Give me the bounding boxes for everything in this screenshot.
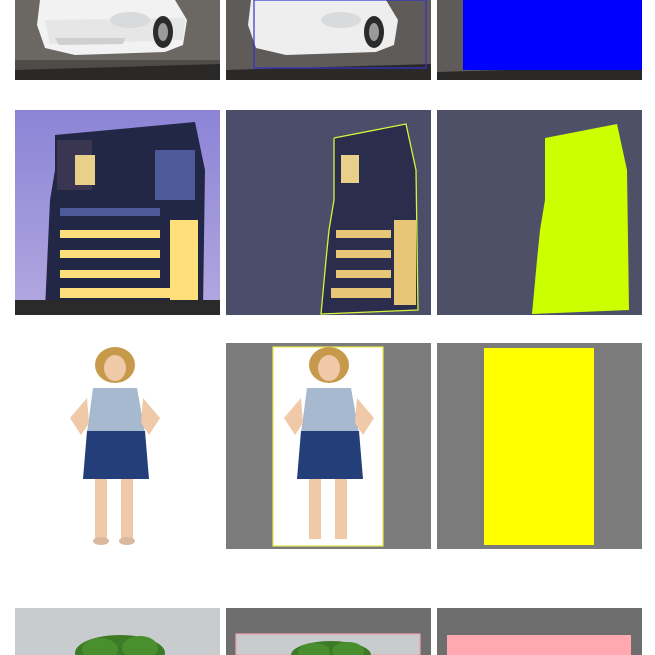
car-outlined-image	[226, 0, 431, 80]
building-original-image	[15, 110, 220, 315]
woman-outlined-image	[226, 343, 431, 549]
tree-mask-image	[437, 608, 642, 655]
tree-original-image	[15, 608, 220, 655]
woman-mask-image	[437, 343, 642, 549]
building-outlined-image	[226, 110, 431, 315]
car-mask-image	[437, 0, 642, 80]
woman-original-image	[15, 343, 220, 549]
tree-outlined-image	[226, 608, 431, 655]
car-original-image	[15, 0, 220, 80]
building-mask-image	[437, 110, 642, 315]
